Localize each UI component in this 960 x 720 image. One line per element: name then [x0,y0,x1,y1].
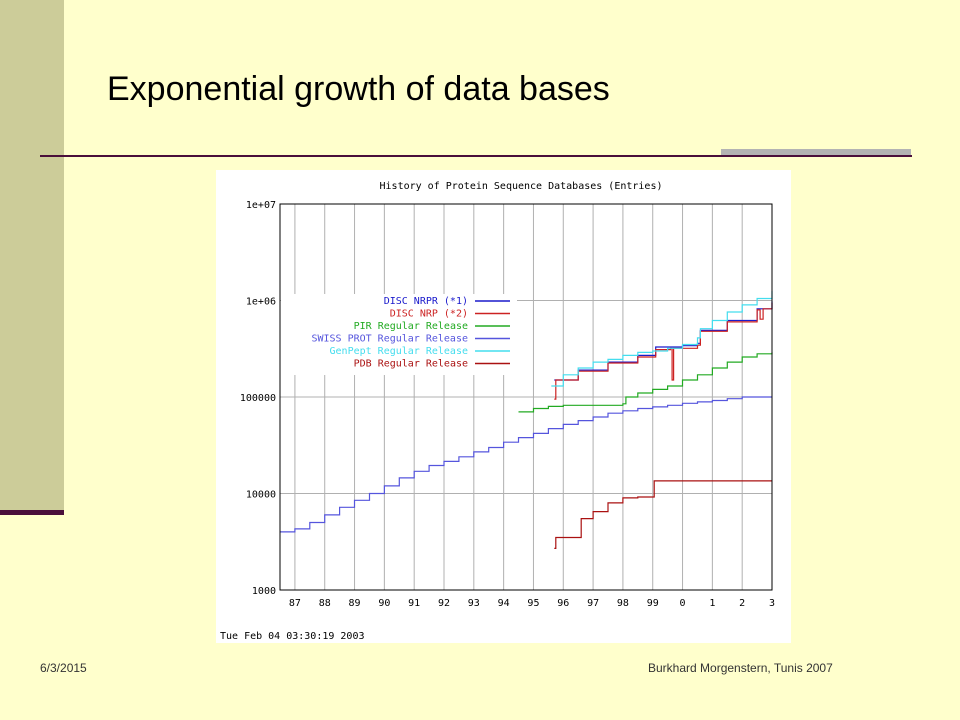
x-tick-label: 89 [349,598,361,609]
chart-svg: History of Protein Sequence Databases (E… [220,181,775,642]
chart-series-group [280,291,773,549]
y-tick-label: 1000 [252,586,276,597]
series-line [551,291,773,387]
title-divider [40,155,912,157]
x-tick-label: 93 [468,598,480,609]
x-tick-label: 90 [378,598,390,609]
y-tick-label: 1e+06 [246,297,276,308]
legend-label: DISC NRPR (*1) [384,296,468,307]
slide-title: Exponential growth of data bases [107,70,610,108]
title-divider-accent [721,149,911,155]
legend-box [281,294,517,375]
chart-legend: DISC NRPR (*1) DISC NRP (*2)PIR Regular R… [281,294,517,375]
x-tick-label: 97 [587,598,599,609]
x-tick-label: 96 [557,598,569,609]
x-tick-label: 2 [739,598,745,609]
x-tick-label: 98 [617,598,629,609]
legend-label: GenPept Regular Release [330,346,468,357]
x-tick-label: 92 [438,598,450,609]
x-tick-label: 0 [680,598,686,609]
y-tick-label: 100000 [240,393,276,404]
chart-title: History of Protein Sequence Databases (E… [380,181,663,192]
series-line [554,302,773,400]
x-tick-label: 94 [498,598,510,609]
y-tick-label: 10000 [246,490,276,501]
series-line [518,352,773,413]
chart-container: History of Protein Sequence Databases (E… [216,170,791,643]
x-tick-label: 91 [408,598,420,609]
x-tick-label: 95 [527,598,539,609]
series-line [554,480,772,549]
footer-date: 6/3/2015 [40,661,87,675]
legend-label: PIR Regular Release [354,321,468,332]
chart-axes: 87 88 89 90 91 92 93 94 95 96 97 98 99 0 1 2 3 1000 10000 1… [240,200,775,609]
plot-frame [279,203,773,591]
footer-author: Burkhard Morgenstern, Tunis 2007 [648,661,833,675]
x-tick-label: 3 [769,598,775,609]
left-sidebar-accent [0,510,64,515]
series-line [280,396,772,533]
chart-timestamp: Tue Feb 04 03:30:19 2003 [220,631,365,642]
legend-label: DISC NRP (*2) [390,309,468,320]
chart-grid [280,203,773,591]
left-sidebar-decoration [0,0,64,512]
x-tick-label: 1 [709,598,715,609]
x-tick-label: 88 [319,598,331,609]
x-tick-label: 87 [289,598,301,609]
x-tick-label: 99 [647,598,659,609]
legend-label: PDB Regular Release [354,359,468,370]
legend-label: SWISS PROT Regular Release [311,334,468,345]
y-tick-label: 1e+07 [246,200,276,211]
